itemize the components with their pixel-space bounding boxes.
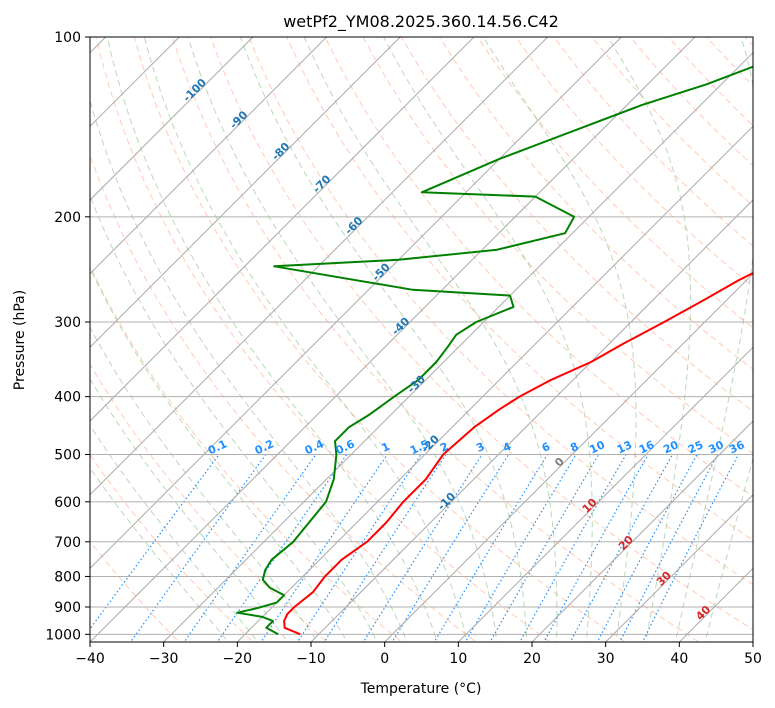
mixing-ratio-line [391, 454, 510, 642]
mixing-ratio-line [362, 454, 483, 642]
x-tick-label: −10 [296, 651, 326, 667]
isotherm [90, 37, 328, 275]
background-lines [90, 37, 753, 642]
moist-adiabat [674, 37, 753, 642]
y-tick-label: 500 [54, 448, 81, 464]
moist-adiabat [704, 456, 753, 642]
mixing-ratio-line [464, 454, 577, 642]
mixing-ratio-label: 25 [686, 438, 705, 456]
moist-adiabat [90, 378, 289, 642]
mixing-ratio-line [323, 454, 447, 642]
x-axis: −40 −30 −20 −10 0 10 20 30 40 50 [75, 642, 762, 667]
mixing-ratio-label: 13 [615, 438, 634, 456]
dry-adiabat [90, 363, 329, 642]
moist-adiabat [143, 37, 468, 642]
isotherm [162, 51, 753, 642]
mixing-ratio-label: 10 [588, 438, 608, 456]
mixing-ratio-line [296, 454, 422, 642]
isotherm [90, 37, 623, 570]
moist-adiabat [90, 424, 259, 642]
temperature-trace [283, 272, 753, 636]
y-tick-label: 600 [54, 495, 81, 511]
grid-lines [90, 37, 753, 642]
moist-adiabat [106, 37, 438, 642]
mixing-ratio-line [619, 454, 719, 642]
x-axis-label: Temperature (°C) [360, 681, 482, 697]
x-tick-label: 10 [449, 651, 467, 667]
isotherm [90, 37, 402, 349]
dewpoint-trace [236, 65, 753, 636]
chart-title: wetPf2_YM08.2025.360.14.56.C42 [283, 12, 559, 32]
mixing-ratio-line [183, 454, 317, 642]
dry-adiabat [171, 37, 700, 642]
moist-adiabat [482, 37, 637, 642]
mixing-ratio-line [433, 454, 549, 642]
x-tick-label: −40 [75, 651, 105, 667]
sounding-traces [236, 65, 753, 636]
y-axis: 100 200 300 400 500 600 700 800 900 1000 [45, 30, 90, 643]
y-tick-label: 100 [54, 30, 81, 46]
mixing-ratio-line [129, 454, 267, 642]
dry-adiabat [248, 37, 753, 586]
x-tick-label: 50 [744, 651, 762, 667]
isotherm [604, 493, 753, 642]
dry-adiabat [90, 265, 403, 642]
y-tick-label: 900 [54, 600, 81, 616]
y-tick-label: 800 [54, 569, 81, 585]
y-axis-label: Pressure (hPa) [12, 290, 28, 390]
x-tick-label: 30 [597, 651, 615, 667]
dry-adiabat [90, 453, 254, 642]
y-tick-label: 300 [54, 315, 81, 331]
dry-adiabat [515, 37, 753, 288]
moist-adiabat [90, 326, 319, 642]
mixing-ratio-line [216, 454, 348, 642]
isotherm [457, 346, 753, 642]
isotherm [383, 272, 753, 642]
isotherm [90, 37, 475, 422]
y-tick-label: 400 [54, 390, 81, 406]
dry-adiabat [210, 37, 753, 631]
moist-adiabat [383, 37, 593, 642]
x-tick-label: −20 [223, 651, 253, 667]
mixing-ratio-label: 30 [706, 438, 726, 456]
isotherm [236, 125, 753, 642]
moist-adiabat [90, 467, 229, 642]
plot-frame [89, 36, 754, 643]
mixing-ratio-line [260, 454, 388, 642]
mixing-ratio-label: 16 [637, 438, 657, 456]
x-tick-label: 0 [380, 651, 389, 667]
isotherm [90, 37, 254, 201]
moist-adiabat [90, 194, 378, 642]
x-tick-label: 20 [523, 651, 541, 667]
isotherm [531, 420, 753, 642]
x-tick-label: −30 [149, 651, 179, 667]
moist-adiabat [607, 37, 692, 642]
y-tick-label: 1000 [45, 627, 81, 643]
x-tick-label: 40 [670, 651, 688, 667]
mixing-ratio-line [596, 454, 698, 642]
isotherm [310, 199, 753, 642]
isotherm [90, 37, 549, 496]
dry-adiabat [133, 37, 626, 642]
mixing-ratio-line [569, 454, 673, 642]
y-tick-label: 200 [54, 210, 81, 226]
dry-adiabat [95, 37, 552, 642]
isotherm [90, 37, 696, 642]
moist-adiabat [90, 266, 348, 642]
y-tick-label: 700 [54, 535, 81, 551]
dry-adiabat [286, 37, 753, 541]
mixing-ratio-label: 36 [727, 438, 747, 456]
moist-adiabat [187, 37, 498, 642]
mixing-ratio-label: 20 [661, 438, 681, 456]
mixing-ratio-line [90, 454, 220, 630]
moist-adiabat [303, 37, 558, 642]
